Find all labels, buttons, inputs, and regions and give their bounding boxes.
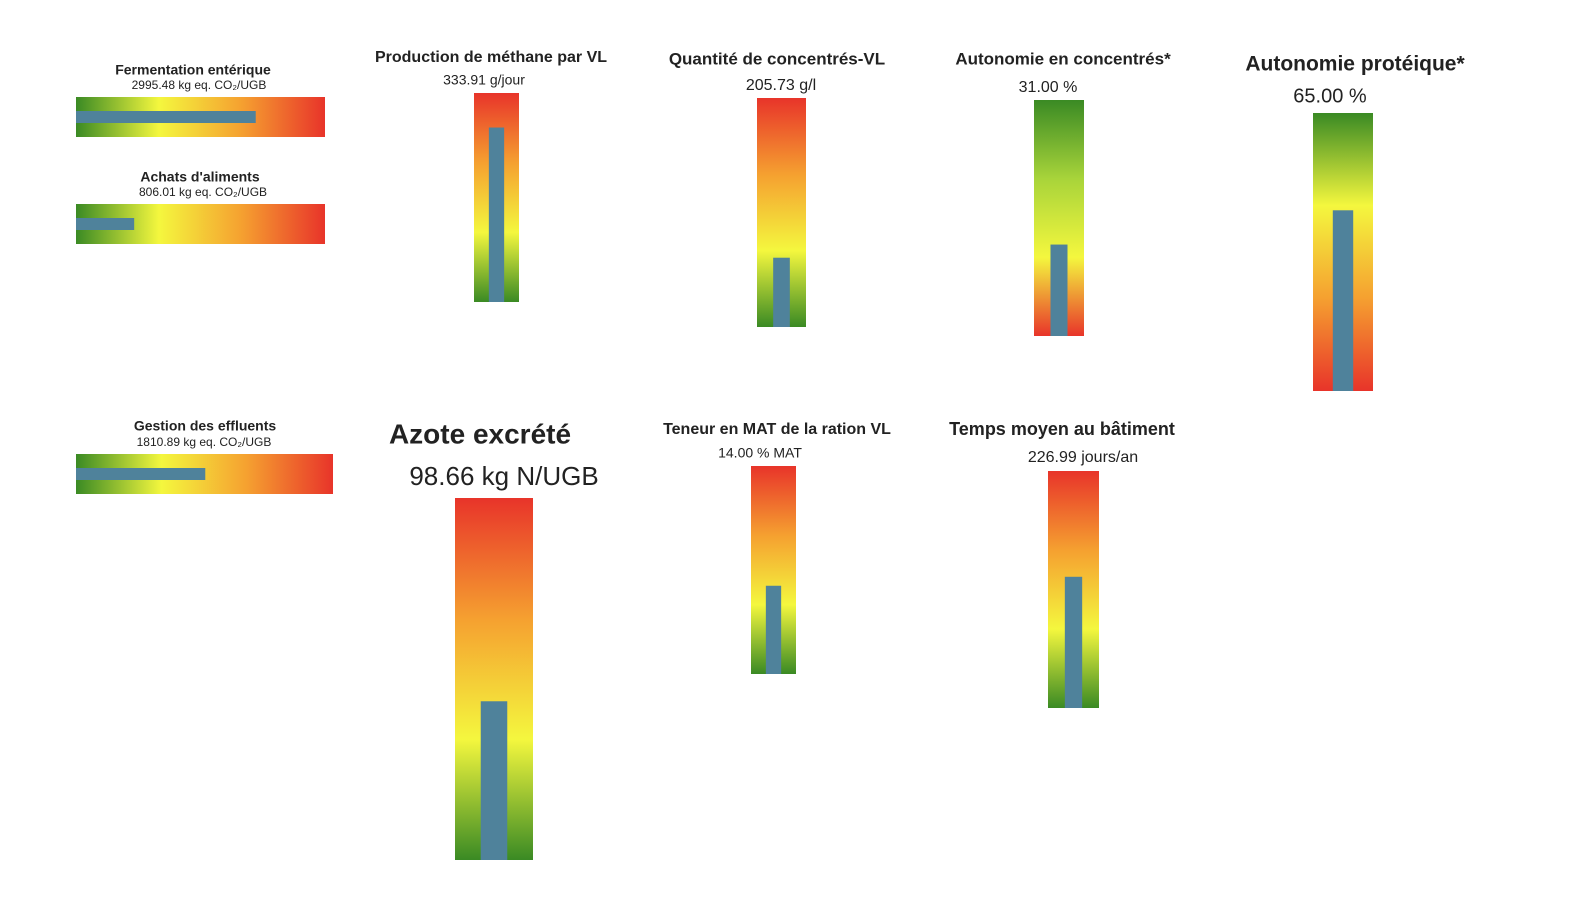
gauge-title: Autonomie en concentrés* [955,49,1171,68]
gauge-bar [1332,210,1354,391]
gauge-bar [488,127,505,302]
gauge-title: Azote excrété [389,418,571,449]
gauge-bar [480,701,508,860]
gauge-title: Quantité de concentrés-VL [669,49,885,68]
gauge-bar [76,111,256,123]
gauge-bar [773,257,790,327]
gauge-title: Autonomie protéique* [1245,53,1465,76]
gauge-value-label: 31.00 % [1019,79,1078,96]
gauge-value-label: 2995.48 kg eq. CO₂/UGB [132,78,267,92]
gauge-title: Fermentation entérique [115,62,271,78]
gauge-value-label: 806.01 kg eq. CO₂/UGB [139,185,267,199]
gauge-title: Gestion des effluents [134,418,277,434]
gauge-value-label: 1810.89 kg eq. CO₂/UGB [137,435,272,449]
gauge-bar [76,468,206,480]
gauge-value-label: 226.99 jours/an [1028,449,1138,466]
gauge-title: Temps moyen au bâtiment [949,419,1175,439]
gauge-bar [765,585,782,674]
gauge-value-label: 14.00 % MAT [718,445,802,461]
gauge-value-label: 205.73 g/l [746,77,816,94]
gauge-title: Production de méthane par VL [375,49,607,66]
gauge-value-label: 65.00 % [1293,85,1367,107]
gauge-value-label: 333.91 g/jour [443,72,525,88]
gauge-bar [76,218,135,230]
gauge-title: Teneur en MAT de la ration VL [663,421,891,438]
gauge-bar [1064,576,1083,708]
gauge-title: Achats d'aliments [140,169,259,185]
gauge-bar [1050,244,1068,336]
gauge-value-label: 98.66 kg N/UGB [409,461,598,491]
